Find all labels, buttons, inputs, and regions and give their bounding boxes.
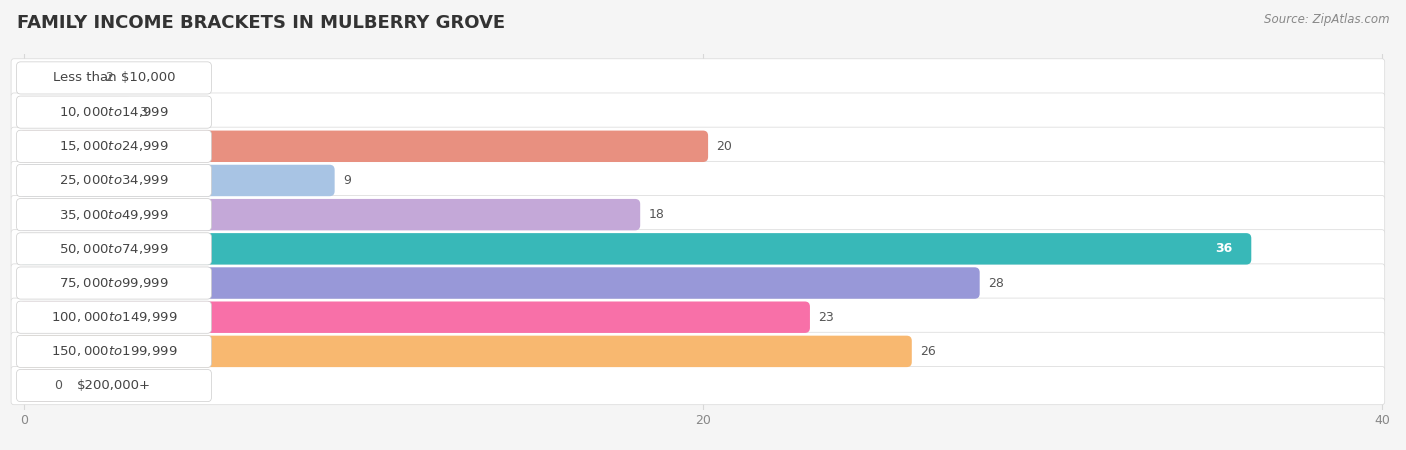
FancyBboxPatch shape: [17, 301, 211, 333]
Text: Less than $10,000: Less than $10,000: [52, 72, 176, 85]
Text: 3: 3: [139, 106, 148, 119]
FancyBboxPatch shape: [17, 164, 211, 197]
FancyBboxPatch shape: [18, 96, 131, 128]
Text: $10,000 to $14,999: $10,000 to $14,999: [59, 105, 169, 119]
FancyBboxPatch shape: [18, 130, 709, 162]
FancyBboxPatch shape: [18, 302, 810, 333]
Text: $15,000 to $24,999: $15,000 to $24,999: [59, 140, 169, 153]
FancyBboxPatch shape: [11, 332, 1385, 370]
Text: 20: 20: [717, 140, 733, 153]
FancyBboxPatch shape: [11, 195, 1385, 234]
FancyBboxPatch shape: [17, 62, 211, 94]
FancyBboxPatch shape: [18, 370, 56, 401]
FancyBboxPatch shape: [17, 369, 211, 402]
FancyBboxPatch shape: [18, 62, 97, 94]
FancyBboxPatch shape: [17, 198, 211, 231]
FancyBboxPatch shape: [11, 93, 1385, 131]
Text: 26: 26: [921, 345, 936, 358]
FancyBboxPatch shape: [17, 130, 211, 162]
Text: 28: 28: [988, 276, 1004, 289]
Text: 0: 0: [55, 379, 62, 392]
Text: $75,000 to $99,999: $75,000 to $99,999: [59, 276, 169, 290]
FancyBboxPatch shape: [18, 199, 640, 230]
FancyBboxPatch shape: [18, 165, 335, 196]
FancyBboxPatch shape: [17, 267, 211, 299]
FancyBboxPatch shape: [11, 264, 1385, 302]
Text: 18: 18: [648, 208, 665, 221]
FancyBboxPatch shape: [11, 230, 1385, 268]
FancyBboxPatch shape: [18, 233, 1251, 265]
Text: 23: 23: [818, 310, 834, 324]
FancyBboxPatch shape: [11, 298, 1385, 336]
Text: $100,000 to $149,999: $100,000 to $149,999: [51, 310, 177, 324]
FancyBboxPatch shape: [17, 335, 211, 368]
Text: $35,000 to $49,999: $35,000 to $49,999: [59, 207, 169, 222]
FancyBboxPatch shape: [11, 366, 1385, 405]
FancyBboxPatch shape: [17, 233, 211, 265]
Text: 9: 9: [343, 174, 352, 187]
FancyBboxPatch shape: [18, 336, 912, 367]
Text: $150,000 to $199,999: $150,000 to $199,999: [51, 344, 177, 358]
Text: FAMILY INCOME BRACKETS IN MULBERRY GROVE: FAMILY INCOME BRACKETS IN MULBERRY GROVE: [17, 14, 505, 32]
Text: $50,000 to $74,999: $50,000 to $74,999: [59, 242, 169, 256]
Text: 36: 36: [1215, 243, 1233, 255]
Text: Source: ZipAtlas.com: Source: ZipAtlas.com: [1264, 14, 1389, 27]
Text: $200,000+: $200,000+: [77, 379, 150, 392]
FancyBboxPatch shape: [11, 59, 1385, 97]
FancyBboxPatch shape: [11, 127, 1385, 166]
Text: 2: 2: [105, 72, 114, 85]
FancyBboxPatch shape: [17, 96, 211, 128]
Text: $25,000 to $34,999: $25,000 to $34,999: [59, 174, 169, 188]
FancyBboxPatch shape: [18, 267, 980, 299]
FancyBboxPatch shape: [11, 162, 1385, 200]
